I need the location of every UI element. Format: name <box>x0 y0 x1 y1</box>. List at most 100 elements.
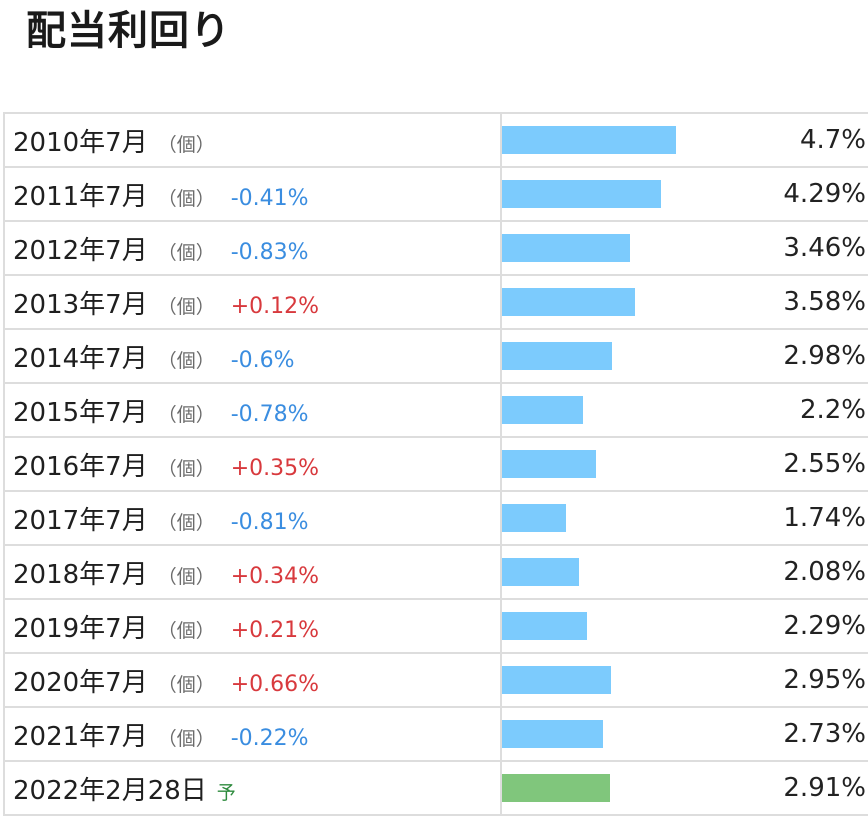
yield-bar <box>502 180 661 208</box>
period-cell: 2011年7月 （個） -0.41% <box>3 166 502 222</box>
bar-cell <box>501 274 682 330</box>
period-label: 2020年7月 <box>13 667 148 698</box>
bar-track <box>502 450 682 478</box>
change-value: -0.81% <box>230 509 309 535</box>
period-label: 2017年7月 <box>13 505 148 536</box>
table-row: 2015年7月 （個） -0.78% 2.2% <box>3 382 868 438</box>
page-title: 配当利回り <box>26 8 231 54</box>
yield-bar <box>502 396 583 424</box>
bar-track <box>502 666 682 694</box>
period-label: 2014年7月 <box>13 343 148 374</box>
yield-bar <box>502 288 635 316</box>
bar-track <box>502 774 682 802</box>
bar-cell <box>501 490 682 546</box>
yield-value: 2.95% <box>682 652 868 708</box>
change-value: -0.22% <box>230 725 309 751</box>
change-value: -0.83% <box>230 239 309 265</box>
yield-value: 2.55% <box>682 436 868 492</box>
yield-bar <box>502 234 630 262</box>
period-cell: 2022年2月28日予 <box>3 760 502 816</box>
yield-value: 4.29% <box>682 166 868 222</box>
table-row: 2013年7月 （個） +0.12% 3.58% <box>3 274 868 330</box>
period-label: 2013年7月 <box>13 289 148 320</box>
period-cell: 2013年7月 （個） +0.12% <box>3 274 502 330</box>
table-row: 2017年7月 （個） -0.81% 1.74% <box>3 490 868 546</box>
kind-label: （個） <box>157 619 215 642</box>
period-cell: 2019年7月 （個） +0.21% <box>3 598 502 654</box>
yield-value: 2.98% <box>682 328 868 384</box>
table-row: 2022年2月28日予 2.91% <box>3 760 868 816</box>
bar-track <box>502 342 682 370</box>
bar-cell <box>501 328 682 384</box>
change-value: -0.78% <box>230 401 309 427</box>
table-row: 2011年7月 （個） -0.41% 4.29% <box>3 166 868 222</box>
period-cell: 2021年7月 （個） -0.22% <box>3 706 502 762</box>
yield-value: 4.7% <box>682 112 868 168</box>
table-row: 2019年7月 （個） +0.21% 2.29% <box>3 598 868 654</box>
yield-value: 2.91% <box>682 760 868 816</box>
period-cell: 2010年7月 （個） <box>3 112 502 168</box>
kind-label: （個） <box>157 673 215 696</box>
bar-track <box>502 504 682 532</box>
bar-track <box>502 612 682 640</box>
bar-cell <box>501 166 682 222</box>
kind-label: （個） <box>157 187 215 210</box>
table-row: 2020年7月 （個） +0.66% 2.95% <box>3 652 868 708</box>
dividend-yield-table: 2010年7月 （個） 4.7% 2011年7月 （個） -0.41% 4.29% 2012年… <box>3 112 868 816</box>
kind-label: （個） <box>157 565 215 588</box>
table-row: 2010年7月 （個） 4.7% <box>3 112 868 168</box>
period-cell: 2020年7月 （個） +0.66% <box>3 652 502 708</box>
bar-track <box>502 234 682 262</box>
kind-label: （個） <box>157 133 215 156</box>
table-body: 2010年7月 （個） 4.7% 2011年7月 （個） -0.41% 4.29% 2012年… <box>3 112 868 816</box>
yield-value: 2.08% <box>682 544 868 600</box>
kind-label: （個） <box>157 457 215 480</box>
period-label: 2015年7月 <box>13 397 148 428</box>
bar-cell <box>501 220 682 276</box>
bar-cell <box>501 760 682 816</box>
period-label: 2021年7月 <box>13 721 148 752</box>
change-value: +0.21% <box>230 617 320 643</box>
period-cell: 2015年7月 （個） -0.78% <box>3 382 502 438</box>
yield-bar <box>502 558 579 586</box>
kind-label: （個） <box>157 727 215 750</box>
table-row: 2016年7月 （個） +0.35% 2.55% <box>3 436 868 492</box>
bar-cell <box>501 436 682 492</box>
change-value: +0.34% <box>230 563 320 589</box>
change-value: -0.41% <box>230 185 309 211</box>
forecast-bar <box>502 774 610 802</box>
kind-label: （個） <box>157 403 215 426</box>
bar-track <box>502 288 682 316</box>
period-label: 2012年7月 <box>13 235 148 266</box>
yield-bar <box>502 720 603 748</box>
yield-value: 2.2% <box>682 382 868 438</box>
period-label: 2010年7月 <box>13 127 148 158</box>
bar-track <box>502 126 682 154</box>
change-value: -0.6% <box>230 347 295 373</box>
period-label: 2016年7月 <box>13 451 148 482</box>
bar-track <box>502 720 682 748</box>
period-cell: 2014年7月 （個） -0.6% <box>3 328 502 384</box>
yield-value: 2.29% <box>682 598 868 654</box>
table-row: 2014年7月 （個） -0.6% 2.98% <box>3 328 868 384</box>
kind-label: （個） <box>157 295 215 318</box>
kind-label: （個） <box>157 349 215 372</box>
kind-label: （個） <box>157 241 215 264</box>
yield-bar <box>502 450 596 478</box>
period-cell: 2016年7月 （個） +0.35% <box>3 436 502 492</box>
yield-value: 3.46% <box>682 220 868 276</box>
yield-bar <box>502 612 587 640</box>
bar-cell <box>501 544 682 600</box>
yield-bar <box>502 666 611 694</box>
table-row: 2021年7月 （個） -0.22% 2.73% <box>3 706 868 762</box>
change-value: +0.35% <box>230 455 320 481</box>
change-value: +0.66% <box>230 671 320 697</box>
period-label: 2018年7月 <box>13 559 148 590</box>
bar-track <box>502 558 682 586</box>
bar-cell <box>501 112 682 168</box>
yield-value: 1.74% <box>682 490 868 546</box>
yield-bar <box>502 504 566 532</box>
period-label: 2011年7月 <box>13 181 148 212</box>
period-cell: 2018年7月 （個） +0.34% <box>3 544 502 600</box>
bar-cell <box>501 598 682 654</box>
